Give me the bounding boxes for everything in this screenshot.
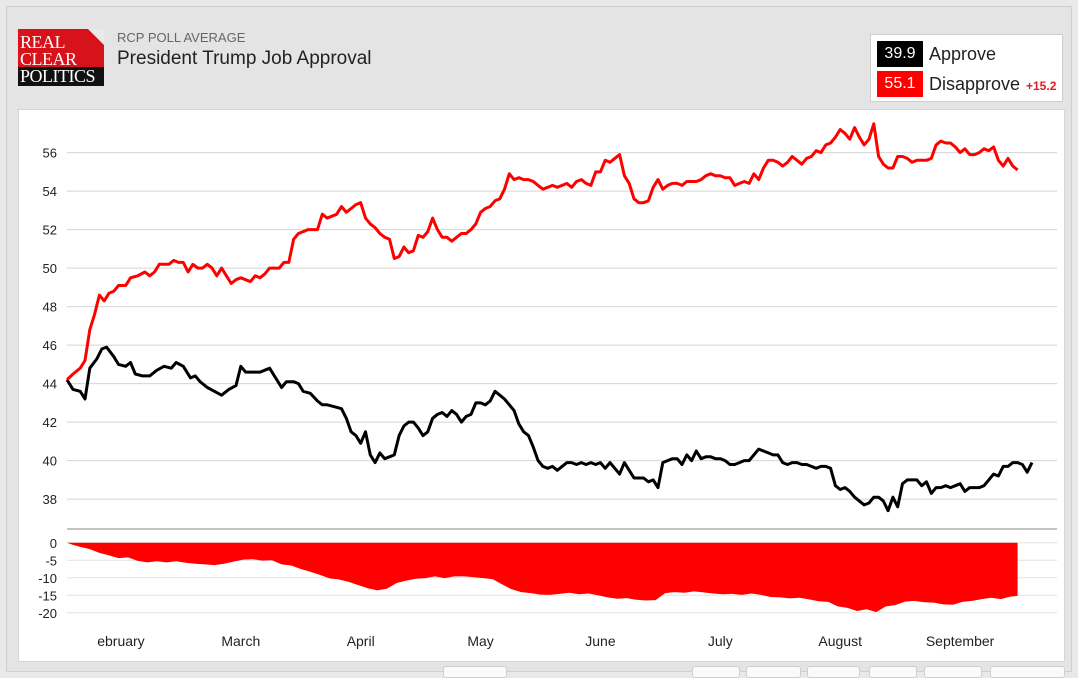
logo-line-2: CLEAR [20,49,77,69]
y-tick-label-40: 40 [43,454,57,469]
logo-line-1: REAL [20,32,66,52]
x-month-label-5: July [708,633,733,649]
x-month-label-3: May [467,633,493,649]
chart-svg[interactable]: 38 40 42 44 46 48 50 52 54 56 0 -5 -10 -15 -20 ebruary M… [19,110,1064,661]
spread-tick-label--20: -20 [38,606,57,621]
legend-approve-value: 39.9 [877,41,923,67]
y-tick-label-46: 46 [43,338,57,353]
legend-spread: +15.2 [1026,79,1057,93]
range-button-4[interactable] [869,666,917,678]
spread-tick-label--10: -10 [38,571,57,586]
range-button-5[interactable] [924,666,982,678]
spread-area [67,542,1018,613]
x-month-label-4: June [585,633,616,649]
y-tick-label-50: 50 [43,261,57,276]
series-line-approve [65,345,1034,513]
range-button-2[interactable] [746,666,801,678]
y-tick-label-52: 52 [43,223,57,238]
spread-tick-label--15: -15 [38,588,57,603]
y-tick-label-48: 48 [43,300,57,315]
x-month-label-7: September [926,633,995,649]
range-button-6[interactable] [990,666,1065,678]
range-button-0[interactable] [443,666,507,678]
spread-tick-label-0: 0 [50,536,57,551]
range-button-1[interactable] [692,666,740,678]
spread-tick-label--5: -5 [45,553,57,568]
legend-disapprove[interactable]: 55.1 Disapprove [877,71,1020,97]
x-month-label-2: April [347,633,375,649]
x-month-label-0: ebruary [97,633,144,649]
rcp-logo[interactable]: REAL CLEAR POLITICS [18,29,104,86]
x-month-label-6: August [818,633,862,649]
legend-box: 39.9 Approve 55.1 Disapprove +15.2 [870,34,1063,102]
range-button-3[interactable] [807,666,860,678]
logo-fold [88,29,104,45]
y-tick-label-54: 54 [43,184,57,199]
chart-header: REAL CLEAR POLITICS RCP POLL AVERAGE Pre… [0,0,1078,108]
chart-title: President Trump Job Approval [117,48,372,69]
y-tick-label-42: 42 [43,415,57,430]
y-tick-label-44: 44 [43,377,57,392]
legend-approve[interactable]: 39.9 Approve [877,41,996,67]
plot-area: 38 40 42 44 46 48 50 52 54 56 0 -5 -10 -15 -20 ebruary M… [18,109,1065,662]
legend-disapprove-value: 55.1 [877,71,923,97]
legend-approve-label: Approve [929,43,997,64]
chart-kicker: RCP POLL AVERAGE [117,30,246,45]
logo-line-3: POLITICS [20,66,96,86]
series-line-disapprove [65,122,1019,381]
legend-disapprove-label: Disapprove [929,73,1021,94]
x-month-label-1: March [221,633,260,649]
y-tick-label-38: 38 [43,492,57,507]
y-tick-label-56: 56 [43,146,57,161]
